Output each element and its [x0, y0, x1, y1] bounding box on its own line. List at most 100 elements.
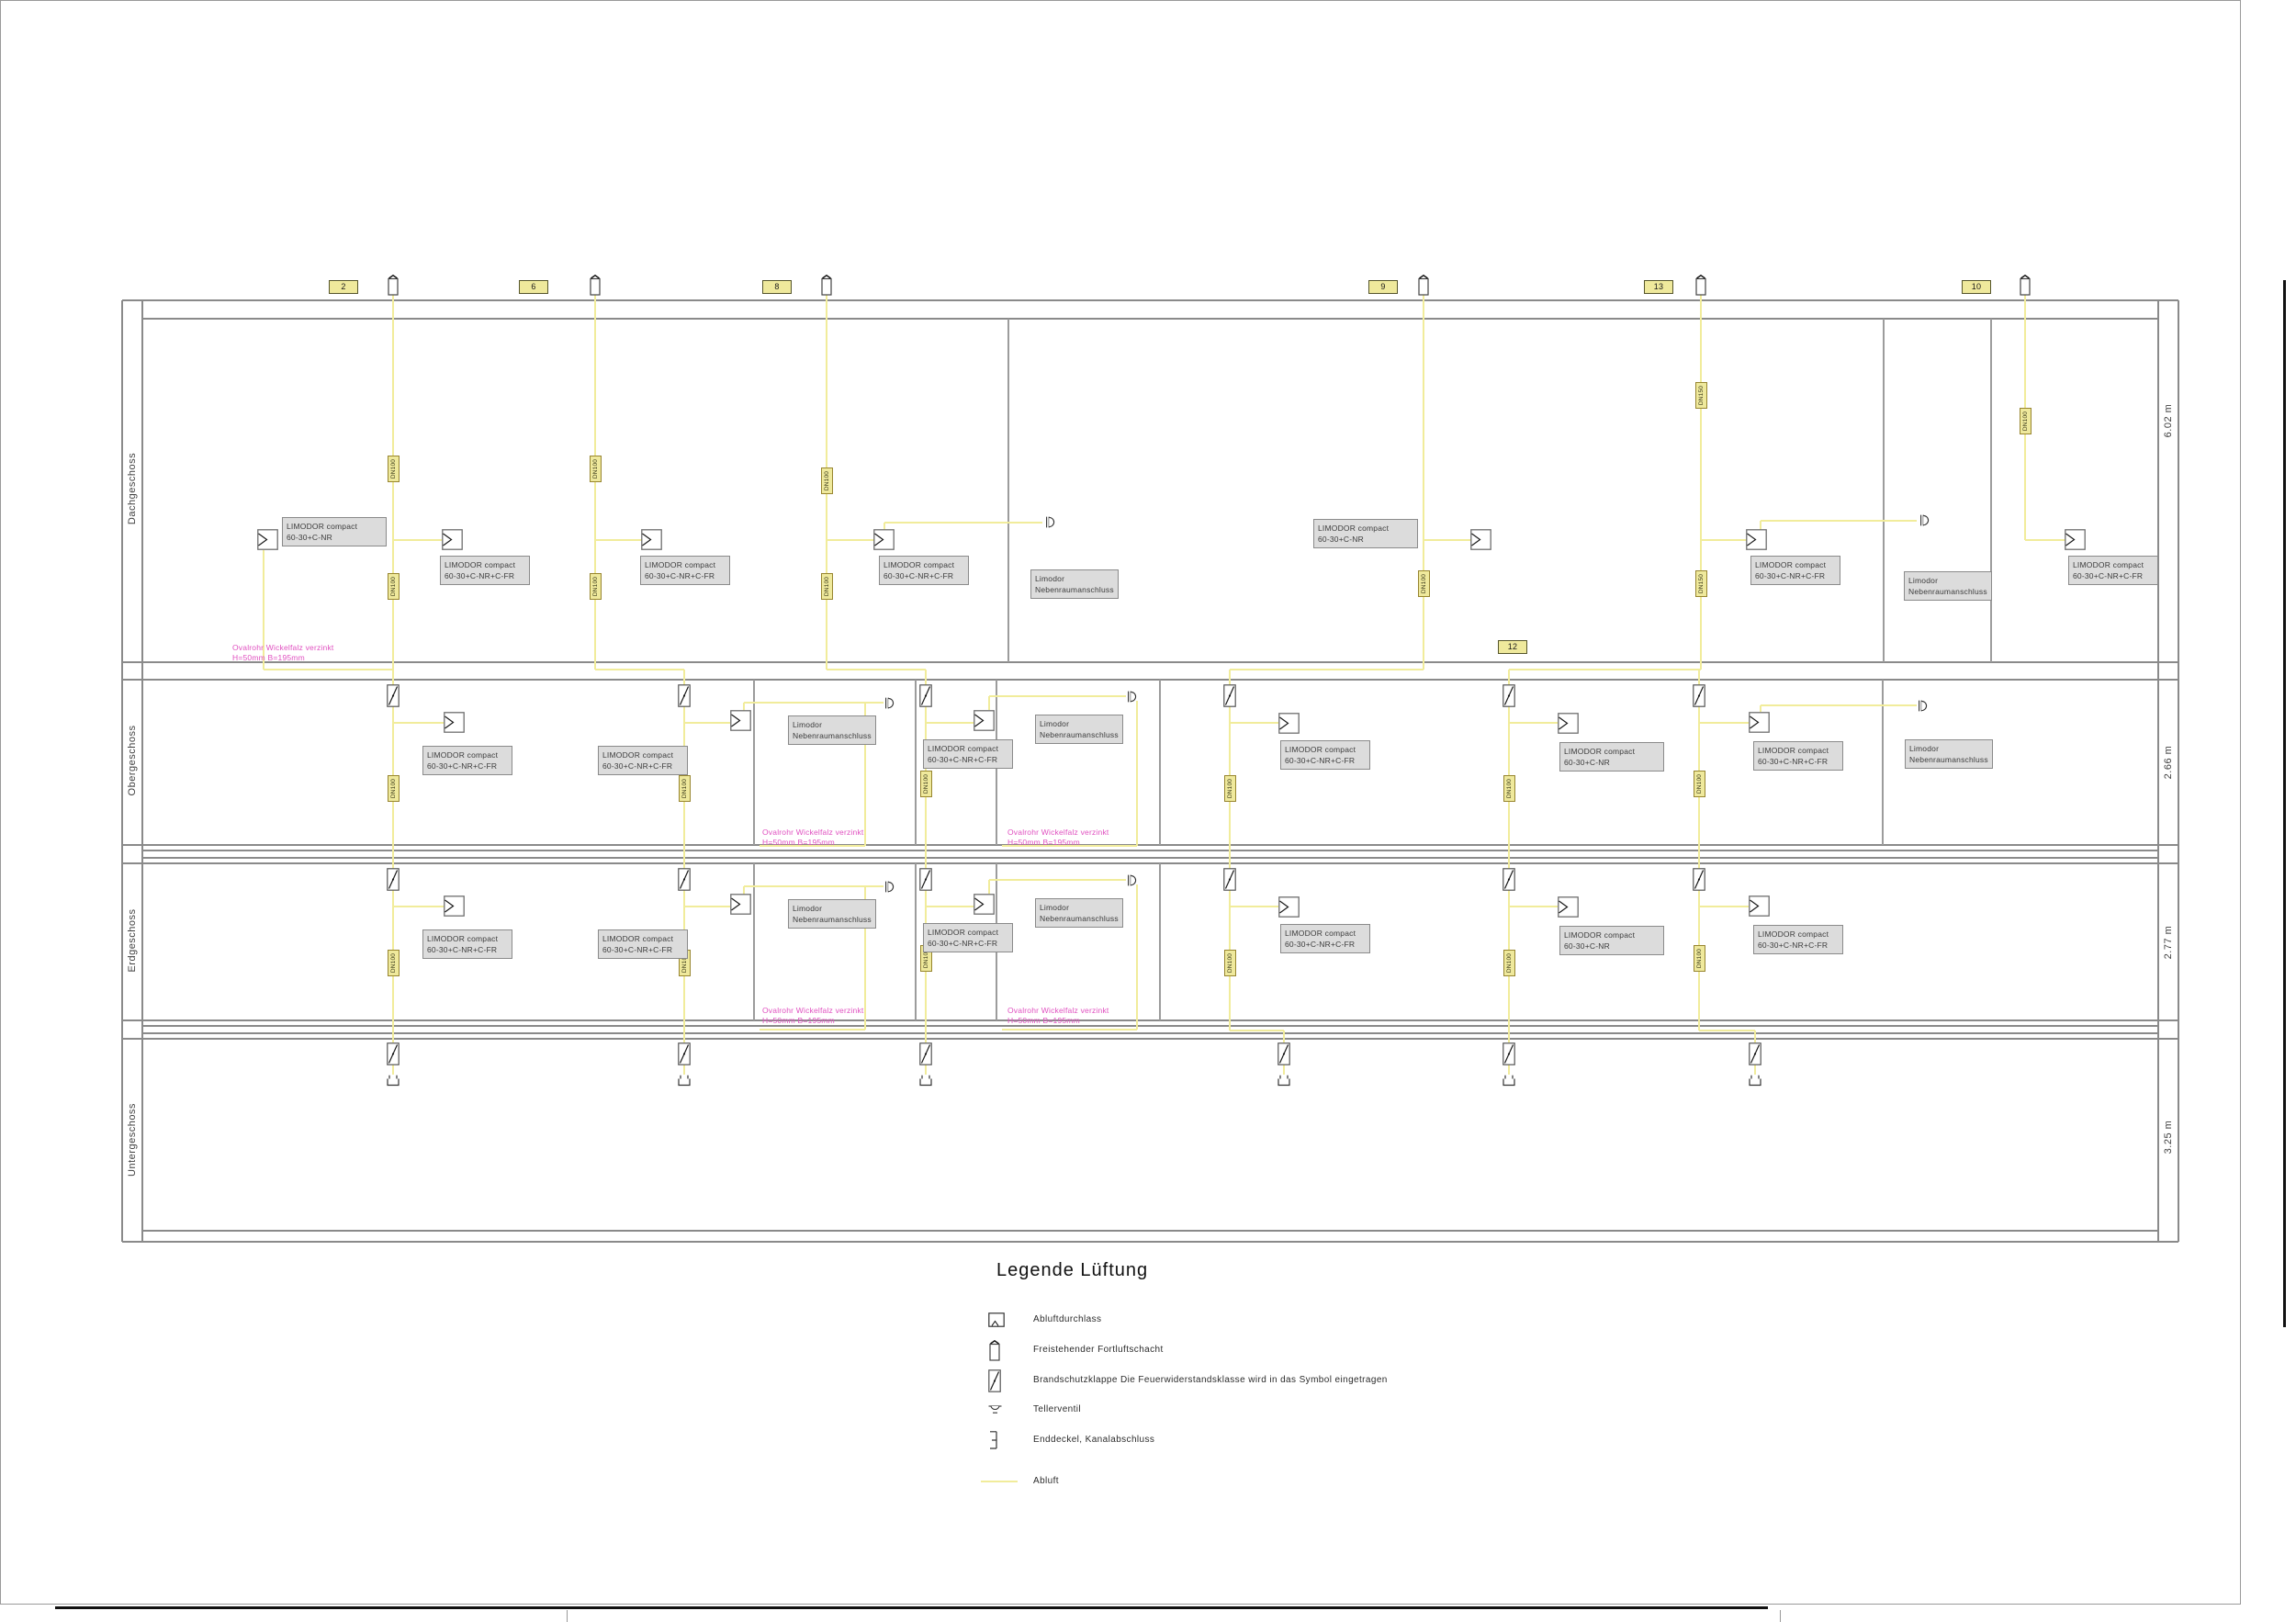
component-label: LIMODOR compact 60-30+C-NR+C-FR — [422, 746, 512, 775]
abluft-duct-line — [863, 886, 867, 1030]
abluft-duct-line — [393, 538, 442, 542]
abluft-duct-line — [1701, 538, 1748, 542]
pipe-spec-note: Ovalrohr Wickelfalz verzinkt H=50mm B=195… — [762, 828, 863, 847]
structure-line — [142, 679, 2158, 681]
exhaust-shaft-icon — [1694, 274, 1707, 296]
component-label-line: LIMODOR compact — [427, 750, 499, 760]
abluft-duct-line — [760, 844, 865, 848]
legend-item-label: Freistehender Fortluftschacht — [1033, 1345, 1164, 1355]
component-label-line: Nebenraumanschluss — [1040, 914, 1119, 924]
dn-size-text: DN150 — [1698, 573, 1705, 594]
component-label-line: LIMODOR compact — [1285, 745, 1356, 754]
dn-size-tag: DN100 — [388, 573, 400, 600]
abluft-duct-line — [391, 294, 395, 1042]
dn-size-text: DN100 — [681, 778, 689, 799]
abluft-duct-line — [924, 1064, 928, 1075]
dn-size-tag: DN100 — [679, 775, 691, 802]
component-label-line: LIMODOR compact — [445, 560, 516, 569]
component-label-line: 60-30+C-NR+C-FR — [928, 939, 998, 949]
abluft-duct-line — [1230, 668, 1424, 671]
title-block-divider — [566, 1610, 568, 1622]
dn-size-text: DN100 — [390, 952, 398, 974]
fan-unit-symbol — [442, 529, 463, 550]
dn-size-tag: DN100 — [1694, 945, 1705, 972]
abluft-duct-line — [595, 538, 643, 542]
structure-line — [122, 1241, 2178, 1243]
component-label: Limodor Nebenraumanschluss — [788, 715, 876, 745]
fan-unit-symbol — [730, 894, 751, 915]
fire-damper-icon — [919, 1042, 932, 1065]
component-label: LIMODOR compact 60-30+C-NR+C-FR — [1753, 741, 1843, 771]
dn-size-text: DN100 — [824, 576, 831, 597]
floor-name-label: Untergeschoss — [127, 1103, 138, 1177]
abluft-duct-line — [1753, 1064, 1757, 1075]
component-label-line: 60-30+C-NR+C-FR — [1755, 571, 1826, 581]
component-label: Limodor Nebenraumanschluss — [1035, 715, 1123, 744]
abluft-duct-line — [863, 703, 867, 846]
fan-unit-symbol — [1749, 895, 1770, 917]
component-label-line: 60-30+C-NR — [287, 533, 332, 543]
plate-valve-icon — [1919, 514, 1931, 526]
abluft-duct-line — [1759, 521, 1762, 531]
abluft-duct-line — [1230, 905, 1278, 908]
dn-size-tag: DN100 — [1503, 950, 1515, 976]
floor-name-label: Obergeschoss — [127, 725, 138, 796]
pipe-spec-line: Ovalrohr Wickelfalz verzinkt — [1007, 828, 1109, 837]
abluft-duct-line — [1135, 701, 1139, 846]
abluft-duct-line — [1699, 294, 1703, 670]
legend-item-label: Enddeckel, Kanalabschluss — [1033, 1435, 1155, 1445]
component-label-line: 60-30+C-NR+C-FR — [1758, 941, 1829, 951]
component-label-line: LIMODOR compact — [928, 744, 999, 753]
abluft-duct-line — [744, 701, 884, 704]
pipe-spec-note: Ovalrohr Wickelfalz verzinkt H=50mm B=195… — [762, 1006, 863, 1025]
dn-size-tag: DN150 — [1695, 382, 1707, 409]
abluft-duct-line — [2025, 538, 2066, 542]
fan-unit-symbol — [2065, 529, 2086, 550]
fan-unit-symbol — [257, 529, 278, 550]
component-label: Limodor Nebenraumanschluss — [1030, 569, 1119, 599]
dn-size-text: DN100 — [390, 778, 398, 799]
floor-name-label: Erdgeschoss — [127, 908, 138, 973]
structure-line — [2158, 862, 2178, 864]
component-label: LIMODOR compact 60-30+C-NR — [1559, 926, 1664, 955]
component-label-line: LIMODOR compact — [928, 928, 999, 937]
abluft-duct-line — [1509, 668, 1701, 671]
dn-size-tag: DN100 — [388, 950, 400, 976]
abluft-duct-line — [1002, 1028, 1137, 1031]
component-label: Limodor Nebenraumanschluss — [1035, 898, 1123, 928]
abluft-duct-line — [1761, 519, 1917, 523]
abluft-duct-line — [1228, 670, 1232, 1031]
fan-unit-symbol — [730, 710, 751, 731]
component-label-line: Limodor — [793, 904, 823, 913]
component-label-line: 60-30+C-NR+C-FR — [1285, 940, 1356, 950]
position-badge: 10 — [1962, 279, 1991, 294]
structure-line — [122, 844, 142, 846]
exhaust-shaft-icon — [820, 274, 833, 296]
end-cap-icon — [988, 1431, 999, 1449]
dn-size-text: DN100 — [390, 458, 398, 479]
abluft-duct-line — [1230, 721, 1278, 725]
end-cap-icon — [918, 1075, 933, 1087]
abluft-duct-line — [742, 886, 746, 895]
abluft-duct-line — [391, 1064, 395, 1075]
fire-damper-icon — [1223, 868, 1236, 891]
component-label-line: LIMODOR compact — [427, 934, 499, 943]
abluft-duct-line — [884, 521, 1042, 524]
abluft-duct-line — [1230, 1029, 1284, 1032]
component-label: LIMODOR compact 60-30+C-NR+C-FR — [1750, 556, 1840, 585]
fire-damper-icon — [678, 684, 691, 707]
abluft-duct-line — [1507, 1064, 1511, 1075]
dn-size-text: DN100 — [1227, 952, 1234, 974]
structure-line — [142, 1038, 2158, 1040]
dn-size-tag: DN100 — [1503, 775, 1515, 802]
component-label-line: 60-30+C-NR — [1564, 941, 1610, 952]
component-label-line: LIMODOR compact — [884, 560, 955, 569]
plate-valve-icon — [1044, 516, 1057, 528]
abluft-duct-line — [1509, 721, 1558, 725]
fire-damper-icon — [919, 684, 932, 707]
dn-size-text: DN100 — [1506, 952, 1514, 974]
plate-valve-icon — [884, 881, 896, 893]
abluft-duct-line — [760, 1028, 865, 1031]
component-label-line: Nebenraumanschluss — [793, 731, 872, 741]
